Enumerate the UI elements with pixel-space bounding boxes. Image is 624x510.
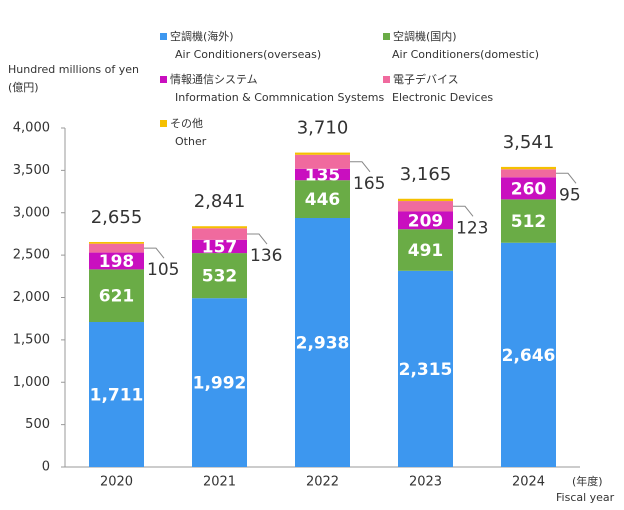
bar-segment [192,253,247,299]
data-label: 135 [305,165,341,185]
data-label: 491 [408,241,444,261]
legend-swatch [160,120,167,127]
data-label: 446 [305,190,341,210]
bar-segment [398,198,453,202]
bar-segment [501,169,556,178]
legend-swatch [383,76,390,83]
bar-segment [89,243,144,253]
legend-label-en: Other [175,135,207,148]
data-label: 1,711 [90,385,144,405]
x-tick-label: 2023 [409,475,442,490]
y-tick-label: 2,000 [13,290,50,305]
bar-segment [501,199,556,243]
bar-segment [295,180,350,219]
bar-segment [295,168,350,181]
x-axis-unit: (年度) [572,474,603,488]
legend-label: その他 [170,117,203,130]
data-label: 621 [99,287,135,307]
legend-label-en: Air Conditioners(domestic) [392,48,539,61]
bar-segment [295,154,350,169]
y-tick-label: 4,000 [13,121,50,136]
legend-label: 情報通信システム [170,73,258,86]
data-label: 209 [408,211,444,231]
bar-segment [89,321,144,467]
leader-line [247,233,268,245]
bar-segment [501,242,556,467]
bar-segment [192,228,247,240]
total-label: 2,841 [194,191,246,212]
y-tick-label: 3,000 [13,205,50,220]
bar-segment [89,269,144,322]
bar-segment [501,177,556,200]
legend-label: 電子デバイス [393,72,459,86]
total-label: 3,165 [400,164,452,185]
x-axis-title: Fiscal year [556,491,615,504]
bar-segment [192,239,247,254]
bar-segment [398,211,453,230]
y-axis-title: Hundred millions of yen [8,63,139,76]
y-tick-label: 3,500 [13,163,50,178]
legend-label: 空調機(国内) [393,29,457,43]
bar-segment [89,252,144,270]
leader-line [144,247,165,259]
data-label: 2,315 [399,360,453,380]
data-label: 136 [250,246,282,266]
leader-line [556,172,577,184]
bar-segment [89,241,144,244]
data-label: 532 [202,267,238,287]
data-label: 2,646 [502,346,556,366]
legend-label-en: Electronic Devices [392,91,493,104]
leader-line [453,205,474,217]
bar-segment [192,298,247,467]
y-tick-label: 1,000 [13,375,50,390]
data-label: 2,938 [296,334,350,354]
data-label: 1,992 [193,374,247,394]
data-label: 157 [202,237,238,257]
legend-swatch [383,33,390,40]
y-axis-unit: (億円) [8,81,39,94]
bar-segment [398,270,453,467]
legend-swatch [160,33,167,40]
x-tick-label: 2024 [512,475,545,490]
x-tick-label: 2022 [306,475,339,490]
bar-segment [398,229,453,271]
bar-segment [192,226,247,229]
y-tick-label: 1,500 [13,332,50,347]
legend-label: 空調機(海外) [170,29,234,43]
legend-swatch [160,76,167,83]
y-tick-label: 0 [42,460,50,475]
bar-segment [295,218,350,467]
data-label: 165 [353,174,385,194]
data-label: 260 [511,179,547,199]
legend-label-en: Information & Commnication Systems [175,91,384,104]
data-label: 123 [456,218,488,238]
bar-segment [501,166,556,170]
bar-segment [295,152,350,155]
total-label: 2,655 [91,207,143,228]
leader-line [350,161,371,173]
total-label: 3,710 [297,118,349,139]
y-tick-label: 2,500 [13,248,50,263]
data-label: 105 [147,260,179,280]
data-label: 95 [559,185,581,205]
data-label: 198 [99,252,135,272]
total-label: 3,541 [503,132,555,153]
x-tick-label: 2020 [100,475,133,490]
x-tick-label: 2021 [203,475,236,490]
bar-segment [398,201,453,212]
legend-label-en: Air Conditioners(overseas) [175,48,321,61]
data-label: 512 [511,212,547,232]
y-tick-label: 500 [25,417,50,432]
